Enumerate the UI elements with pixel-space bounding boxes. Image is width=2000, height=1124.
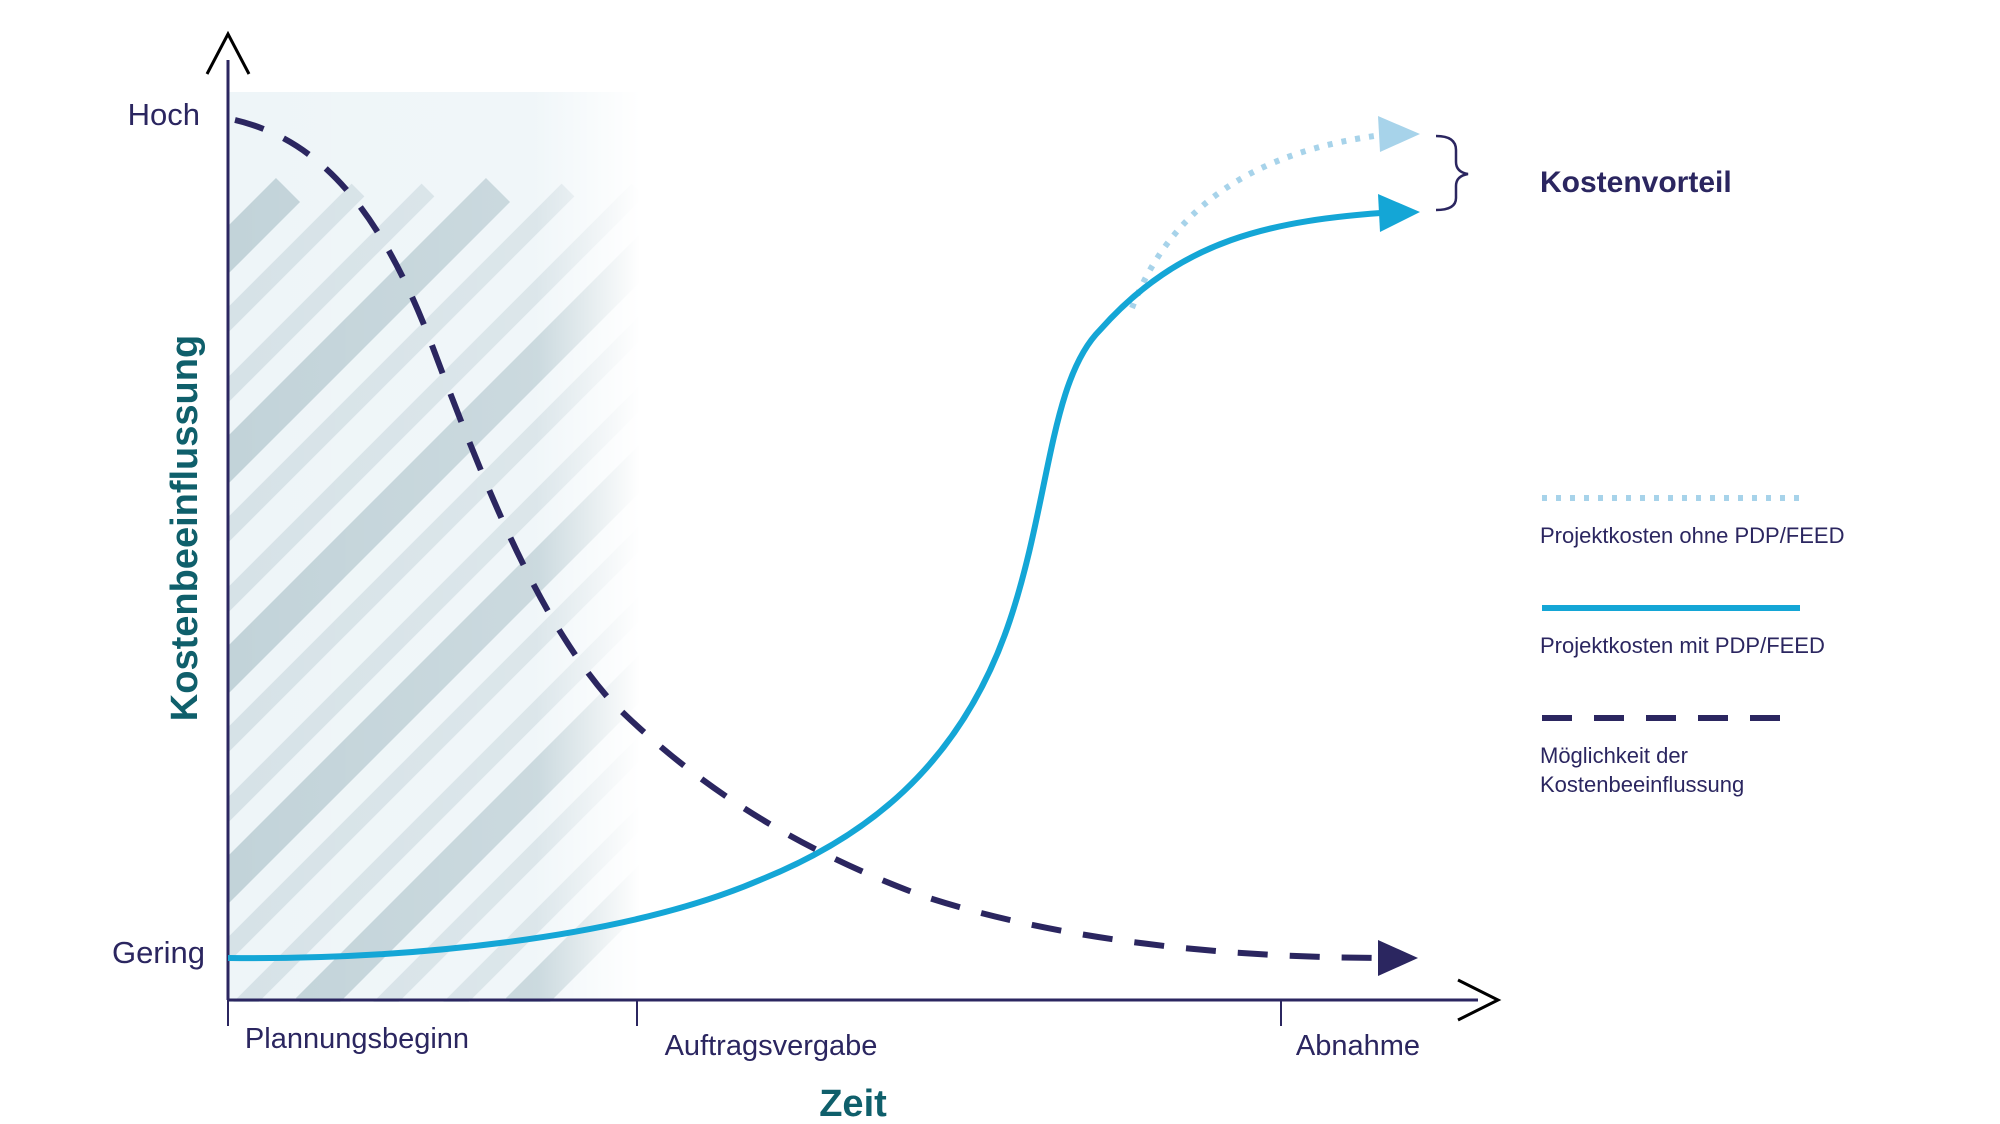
legend-label-influence-line1: Möglichkeit der (1540, 743, 1688, 768)
x-axis-arrow-icon (1457, 978, 1502, 1022)
legend-label-with-feed: Projektkosten mit PDP/FEED (1540, 633, 1825, 658)
y-low-label: Gering (112, 935, 205, 970)
legend-label-influence-line2: Kostenbeeinflussung (1540, 772, 1744, 797)
influence-curve (234, 117, 1391, 961)
influence-curve-arrowhead (1378, 940, 1418, 976)
axes (205, 30, 1502, 1026)
y-axis-title: Kostenbeeinflussung (164, 335, 206, 721)
cost-advantage-brace-icon (1435, 134, 1469, 212)
y-high-label: Hoch (128, 97, 200, 132)
milestone-auftragsvergabe: Auftragsvergabe (665, 1030, 878, 1062)
cost-curve-with-feed-arrowhead (1378, 194, 1420, 232)
legend-label-without-feed: Projektkosten ohne PDP/FEED (1540, 523, 1844, 548)
milestone-abnahme: Abnahme (1296, 1030, 1420, 1062)
legend: Projektkosten ohne PDP/FEED Projektkoste… (1540, 495, 1844, 797)
y-axis-arrow-icon (205, 30, 251, 75)
cost-advantage-label: Kostenvorteil (1540, 166, 1732, 199)
cost-curve-with-feed (227, 209, 1396, 962)
milestone-plannungsbeginn: Plannungsbeginn (245, 1023, 469, 1055)
cost-curve-without-feed (1129, 131, 1391, 310)
cost-curve-without-feed-arrowhead (1378, 116, 1420, 152)
x-axis-title: Zeit (819, 1083, 887, 1124)
hatch-stripe (505, 863, 640, 1002)
planning-phase-hatch (228, 92, 640, 1002)
